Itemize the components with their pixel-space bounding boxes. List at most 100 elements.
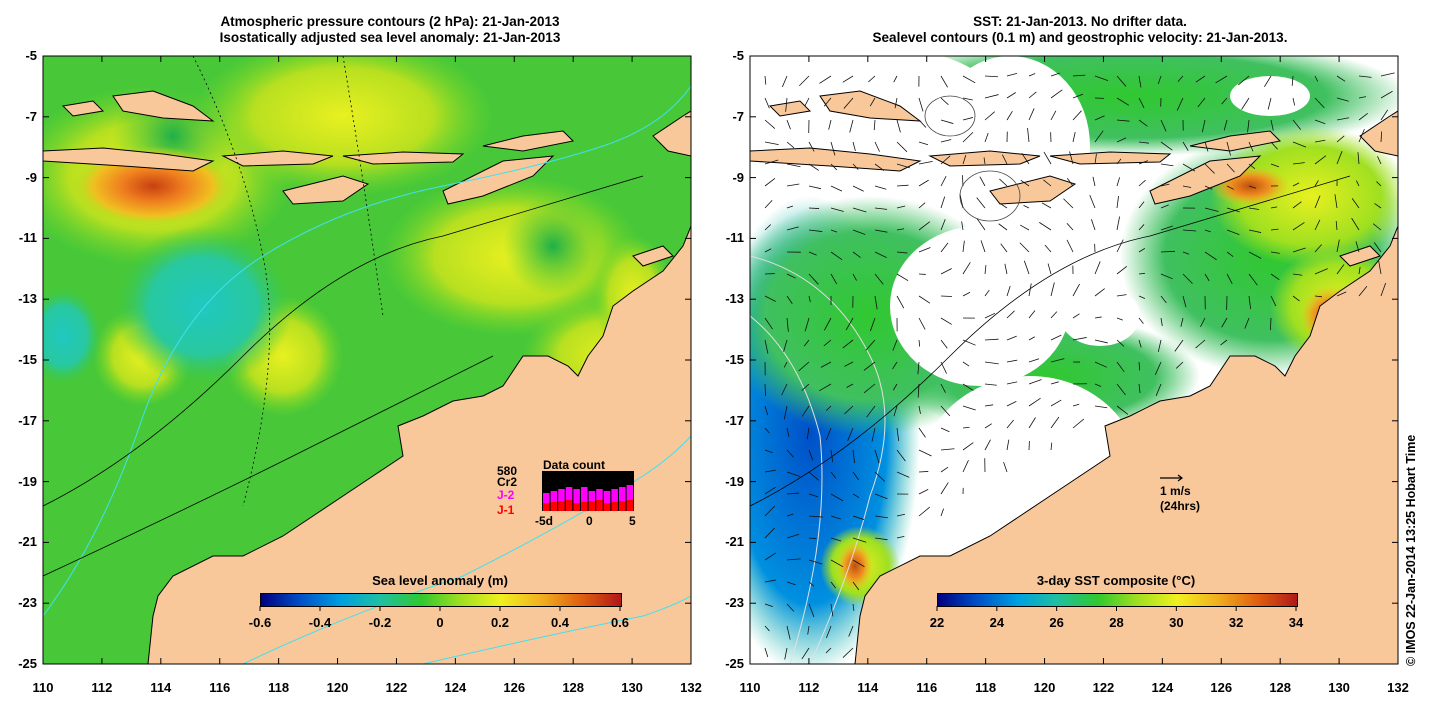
velocity-arrow xyxy=(830,581,837,589)
velocity-arrow xyxy=(1050,381,1059,385)
velocity-arrow xyxy=(842,647,854,658)
velocity-arrow xyxy=(1072,313,1080,319)
velocity-arrow xyxy=(940,139,952,143)
velocity-arrow xyxy=(984,75,998,78)
velocity-arrow xyxy=(1221,97,1228,105)
velocity-arrow xyxy=(896,205,906,209)
velocity-arrow xyxy=(1247,119,1250,133)
velocity-arrow xyxy=(846,383,854,388)
left-title-line1: Atmospheric pressure contours (2 hPa): 2… xyxy=(220,14,560,29)
velocity-arrow xyxy=(1003,461,1008,473)
data-count-bar-j2 xyxy=(543,493,550,503)
velocity-arrow xyxy=(1336,135,1345,143)
velocity-arrow xyxy=(962,339,976,346)
velocity-arrow xyxy=(1204,273,1210,282)
data-count-bar-j2 xyxy=(565,487,573,500)
velocity-arrow xyxy=(1072,283,1080,297)
colorbar-tick-label: 30 xyxy=(1169,615,1184,630)
velocity-arrow xyxy=(896,119,901,133)
velocity-arrow xyxy=(843,97,854,109)
velocity-arrow xyxy=(1292,201,1302,209)
velocity-arrow xyxy=(830,449,834,463)
colorbar-tick-label: 24 xyxy=(989,615,1005,630)
velocity-arrow xyxy=(1028,310,1036,319)
data-count-580: 580 xyxy=(497,464,518,478)
velocity-arrow xyxy=(1050,416,1060,429)
velocity-arrow xyxy=(1355,241,1360,253)
velocity-arrow xyxy=(1028,358,1040,363)
velocity-arrow xyxy=(1006,72,1018,77)
velocity-arrow xyxy=(783,339,788,352)
y-tick-label: -19 xyxy=(725,473,744,489)
velocity-arrow xyxy=(1314,244,1322,253)
data-count-bar-j2 xyxy=(626,485,634,500)
velocity-arrow xyxy=(976,197,986,209)
velocity-arrow xyxy=(1020,224,1030,231)
velocity-arrow xyxy=(940,482,949,495)
velocity-arrow xyxy=(1138,317,1144,324)
velocity-arrow xyxy=(1270,119,1274,131)
data-count-title: Data count xyxy=(543,458,606,472)
y-tick-label: -15 xyxy=(725,352,744,367)
velocity-arrow xyxy=(998,201,1008,209)
velocity-arrow xyxy=(783,405,788,420)
velocity-arrow xyxy=(874,185,887,190)
velocity-arrow xyxy=(961,221,964,231)
x-tick-label: 132 xyxy=(680,680,702,695)
velocity-arrow xyxy=(918,141,929,146)
velocity-arrow xyxy=(1336,75,1346,82)
velocity-arrow xyxy=(1248,295,1252,310)
velocity-arrow xyxy=(801,647,810,660)
colorbar-tick-label: -0.4 xyxy=(308,615,332,630)
velocity-arrow xyxy=(1160,119,1167,132)
velocity-arrow xyxy=(786,533,800,539)
velocity-arrow xyxy=(1006,359,1018,363)
velocity-arrow xyxy=(1028,108,1035,121)
velocity-arrow xyxy=(894,97,898,109)
data-count-bar-j1 xyxy=(558,501,565,511)
data-count-bar-j1 xyxy=(550,502,558,511)
velocity-arrow xyxy=(918,179,929,187)
velocity-arrow xyxy=(1270,163,1280,168)
velocity-arrow xyxy=(874,295,878,310)
velocity-arrow xyxy=(1238,75,1250,86)
velocity-arrow xyxy=(863,383,876,394)
velocity-arrow xyxy=(1006,335,1017,341)
velocity-arrow xyxy=(959,194,964,209)
y-tick-label: -9 xyxy=(732,169,744,185)
velocity-arrow xyxy=(1182,251,1190,255)
x-tick-label: 126 xyxy=(503,680,526,695)
velocity-arrow xyxy=(786,492,799,495)
velocity-arrow xyxy=(1116,361,1125,373)
velocity-arrow xyxy=(1050,282,1055,297)
velocity-arrow xyxy=(1221,317,1228,328)
velocity-arrow xyxy=(1138,119,1148,127)
velocity-arrow xyxy=(1043,151,1052,165)
velocity-arrow xyxy=(764,248,772,253)
velocity-arrow xyxy=(801,383,810,391)
velocity-arrow xyxy=(764,427,770,434)
velocity-arrow xyxy=(844,361,854,367)
velocity-arrow xyxy=(1204,251,1217,261)
right-colorbar-title: 3-day SST composite (°C) xyxy=(1036,573,1196,588)
velocity-arrow xyxy=(984,439,991,451)
y-tick-label: -23 xyxy=(18,595,37,611)
velocity-arrow xyxy=(1028,91,1037,99)
velocity-arrow xyxy=(962,155,967,165)
velocity-arrow xyxy=(1195,75,1206,83)
velocity-arrow xyxy=(764,405,769,416)
velocity-arrow xyxy=(852,185,864,192)
velocity-arrow xyxy=(1050,110,1057,121)
velocity-arrow xyxy=(1094,288,1105,297)
velocity-arrow xyxy=(852,229,866,235)
velocity-arrow xyxy=(874,141,880,152)
velocity-arrow xyxy=(786,183,800,187)
velocity-arrow xyxy=(1314,119,1326,125)
velocity-arrow xyxy=(830,515,841,520)
velocity-arrow xyxy=(1028,417,1036,429)
x-tick-label: 118 xyxy=(975,680,997,695)
x-tick-label: 128 xyxy=(562,680,585,695)
velocity-arrow xyxy=(980,240,986,253)
velocity-arrow xyxy=(1292,273,1303,276)
